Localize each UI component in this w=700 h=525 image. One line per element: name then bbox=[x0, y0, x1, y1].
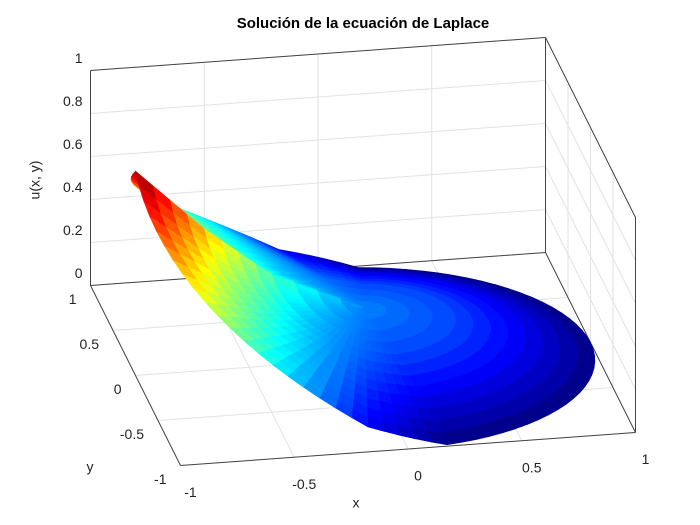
surface-patch bbox=[364, 350, 374, 362]
grid-line bbox=[90, 123, 546, 157]
grid-line bbox=[545, 123, 636, 304]
x-axis-label: x bbox=[353, 495, 360, 511]
surface bbox=[130, 170, 596, 446]
y-tick-label: 0.5 bbox=[80, 336, 100, 352]
x-tick-label: 0.5 bbox=[522, 459, 542, 475]
grid-line bbox=[545, 209, 636, 390]
y-tick-label: 1 bbox=[69, 291, 77, 307]
y-tick-label: 0 bbox=[114, 381, 122, 397]
surface-patch bbox=[360, 278, 370, 282]
z-tick-label: 0.6 bbox=[63, 136, 83, 152]
z-tick-label: 0.8 bbox=[63, 93, 83, 109]
surface-patch bbox=[303, 381, 324, 399]
y-tick-label: -0.5 bbox=[120, 426, 144, 442]
grid-line bbox=[545, 80, 636, 261]
z-tick-label: 0 bbox=[75, 265, 83, 281]
grid-line bbox=[545, 166, 636, 347]
surface-patch bbox=[359, 275, 371, 279]
surface-patch bbox=[360, 280, 369, 285]
z-tick-label: 0.4 bbox=[63, 179, 83, 195]
chart-title: Solución de la ecuación de Laplace bbox=[237, 15, 490, 32]
z-axis-label: u(x, y) bbox=[27, 161, 43, 200]
surface-patch bbox=[359, 273, 372, 277]
x-tick-label: -1 bbox=[184, 484, 197, 500]
x-tick-label: -0.5 bbox=[292, 476, 316, 492]
x-tick-label: 1 bbox=[642, 451, 650, 467]
y-tick-label: -1 bbox=[154, 471, 167, 487]
z-tick-label: 0.2 bbox=[63, 222, 83, 238]
box-edge bbox=[90, 285, 181, 466]
box-edge bbox=[545, 37, 636, 218]
z-tick-label: 1 bbox=[75, 50, 83, 66]
y-axis-label: y bbox=[87, 459, 94, 475]
x-tick-label: 0 bbox=[414, 468, 422, 484]
tick-labels: -1 -0.5 0 0.5 1 -1 -0.5 0 0.5 1 0 0.2 0.4 0.6 0.8 1 bbox=[63, 50, 650, 500]
grid-line bbox=[90, 80, 546, 114]
box-edge bbox=[180, 432, 636, 466]
grid-line bbox=[90, 166, 546, 200]
box-edge bbox=[90, 37, 546, 71]
